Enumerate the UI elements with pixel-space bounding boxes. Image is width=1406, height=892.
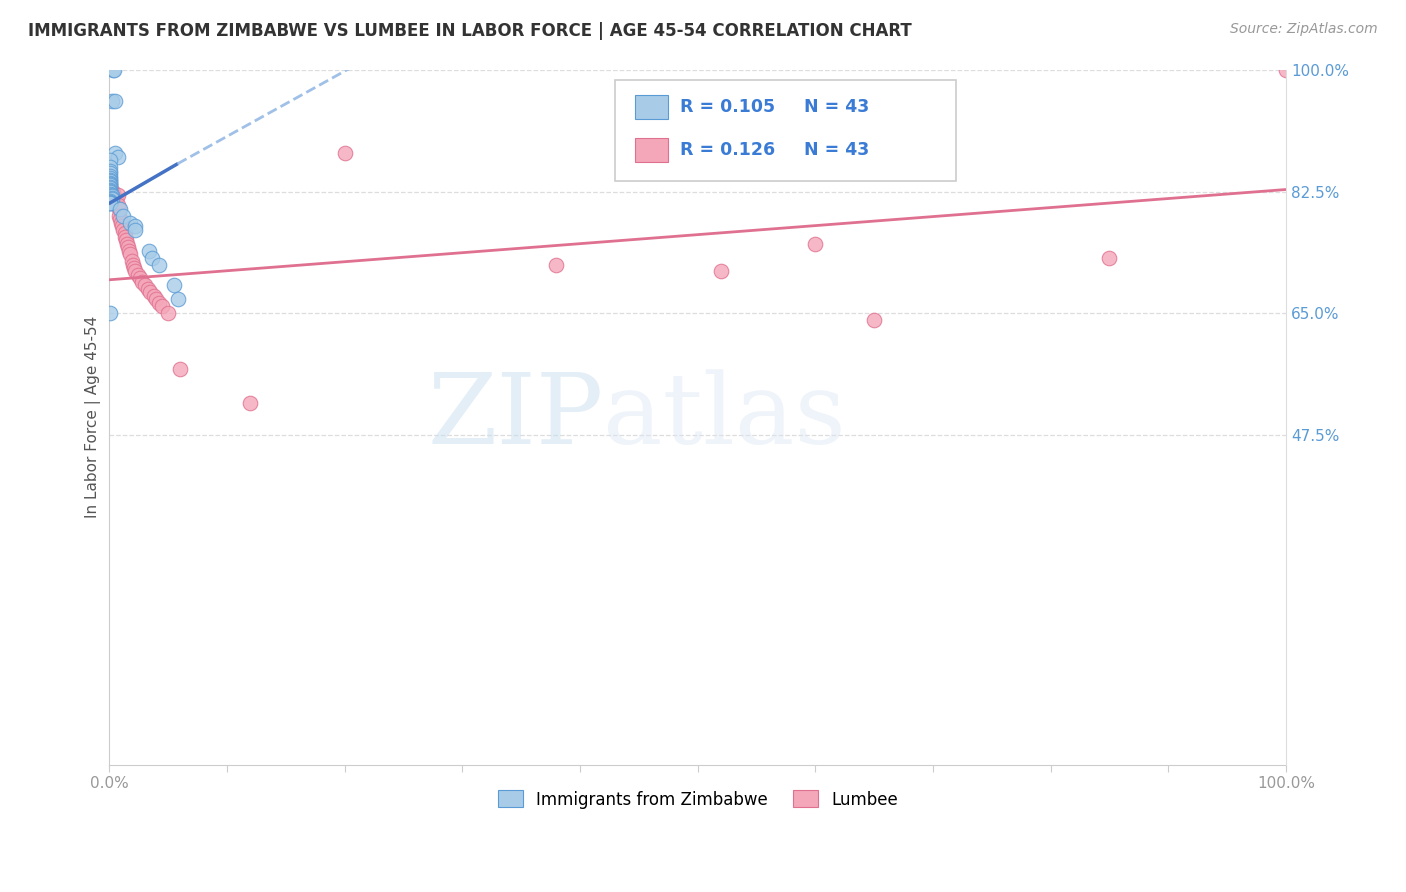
Point <box>121 258 143 272</box>
Text: R = 0.105: R = 0.105 <box>681 98 775 116</box>
Point <box>139 285 162 300</box>
Point <box>100 176 122 190</box>
Y-axis label: In Labor Force | Age 45-54: In Labor Force | Age 45-54 <box>86 316 101 518</box>
Point <box>100 194 122 208</box>
Point <box>110 216 132 230</box>
Point <box>100 173 122 187</box>
Point <box>127 268 149 282</box>
Point <box>100 191 122 205</box>
Point <box>1275 63 1298 78</box>
Point <box>166 292 188 306</box>
Point <box>157 306 180 320</box>
FancyBboxPatch shape <box>636 95 668 119</box>
Point <box>117 240 139 254</box>
Point <box>124 223 146 237</box>
Point <box>101 63 124 78</box>
Point <box>100 174 122 188</box>
Point <box>100 306 122 320</box>
Point <box>100 170 122 185</box>
Point <box>100 169 122 183</box>
Point <box>804 236 827 251</box>
Point <box>103 63 125 78</box>
Point <box>100 178 122 193</box>
Point <box>104 95 127 109</box>
Point <box>108 212 131 227</box>
Point <box>100 192 122 206</box>
Point <box>169 361 191 376</box>
Point <box>100 196 122 211</box>
Point <box>104 146 127 161</box>
Point <box>100 177 122 191</box>
Point <box>100 153 122 168</box>
Point <box>120 216 142 230</box>
Legend: Immigrants from Zimbabwe, Lumbee: Immigrants from Zimbabwe, Lumbee <box>491 784 904 815</box>
Point <box>111 219 134 234</box>
Point <box>112 209 135 223</box>
Point <box>333 146 356 161</box>
Point <box>124 219 146 234</box>
Text: R = 0.126: R = 0.126 <box>681 141 775 159</box>
Point <box>114 229 136 244</box>
Point <box>105 192 128 206</box>
Point <box>107 150 129 164</box>
FancyBboxPatch shape <box>616 80 956 181</box>
Point <box>100 178 122 192</box>
Text: IMMIGRANTS FROM ZIMBABWE VS LUMBEE IN LABOR FORCE | AGE 45-54 CORRELATION CHART: IMMIGRANTS FROM ZIMBABWE VS LUMBEE IN LA… <box>28 22 912 40</box>
Point <box>107 209 129 223</box>
Point <box>100 161 122 175</box>
Point <box>141 251 163 265</box>
Point <box>108 202 131 216</box>
Point <box>100 95 122 109</box>
Text: ZIP: ZIP <box>427 369 603 466</box>
Point <box>100 189 122 203</box>
Point <box>112 223 135 237</box>
Point <box>100 186 122 201</box>
Point <box>124 264 146 278</box>
Point <box>100 196 122 211</box>
Point <box>239 396 262 410</box>
Point <box>100 184 122 198</box>
Text: Source: ZipAtlas.com: Source: ZipAtlas.com <box>1230 22 1378 37</box>
Point <box>120 247 142 261</box>
Point <box>100 186 122 200</box>
Point <box>100 182 122 196</box>
Point <box>131 275 153 289</box>
Point <box>115 236 138 251</box>
Point <box>107 198 129 212</box>
Text: N = 43: N = 43 <box>803 141 869 159</box>
Point <box>138 244 160 258</box>
Point <box>118 244 141 258</box>
Point <box>103 188 125 202</box>
Point <box>100 194 122 209</box>
Point <box>148 295 170 310</box>
Point <box>1098 251 1121 265</box>
Point <box>100 179 122 194</box>
Point <box>100 166 122 180</box>
Point <box>122 260 145 275</box>
Point <box>863 313 886 327</box>
Point <box>107 202 129 216</box>
Point <box>710 264 733 278</box>
Point <box>163 278 186 293</box>
Point <box>150 299 173 313</box>
Point <box>546 258 568 272</box>
Point <box>100 196 122 211</box>
Point <box>114 233 136 247</box>
FancyBboxPatch shape <box>636 138 668 161</box>
Point <box>121 254 143 268</box>
Point <box>100 188 122 202</box>
Point <box>136 282 159 296</box>
Point <box>128 271 150 285</box>
Point <box>107 188 129 202</box>
Point <box>100 163 122 178</box>
Point <box>134 278 156 293</box>
Point <box>143 289 166 303</box>
Text: N = 43: N = 43 <box>803 98 869 116</box>
Point <box>100 181 122 195</box>
Point <box>114 226 136 240</box>
Point <box>148 258 170 272</box>
Point <box>145 292 167 306</box>
Point <box>101 185 124 199</box>
Text: atlas: atlas <box>603 369 846 466</box>
